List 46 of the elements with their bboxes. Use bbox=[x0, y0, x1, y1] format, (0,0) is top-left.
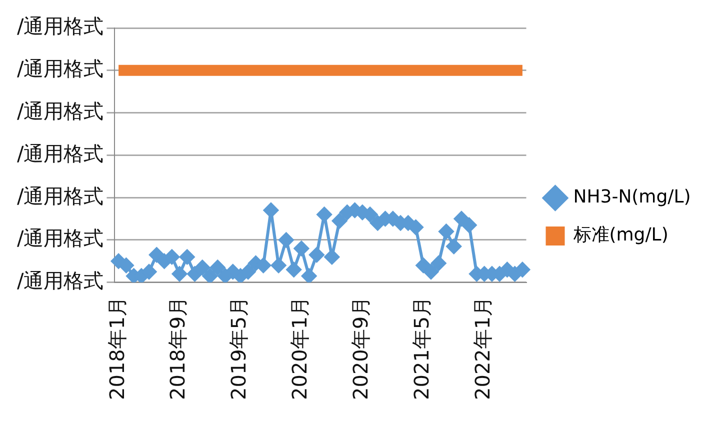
x-tick-label: 2021年5月 bbox=[410, 296, 434, 400]
point bbox=[278, 232, 294, 248]
point bbox=[324, 249, 340, 264]
text: /通用格式 bbox=[16, 184, 104, 208]
legend-label: 标准(mg/L) bbox=[572, 224, 668, 246]
point bbox=[416, 258, 431, 273]
x-tick-label: 2020年1月 bbox=[288, 296, 312, 400]
point bbox=[187, 266, 202, 282]
point bbox=[438, 224, 454, 239]
point bbox=[180, 249, 195, 264]
x-tick-label: 2019年5月 bbox=[226, 296, 251, 400]
point bbox=[149, 247, 164, 262]
point bbox=[194, 260, 210, 276]
point bbox=[423, 264, 438, 280]
text: /通用格式 bbox=[16, 141, 104, 166]
legend-label: NH3-N(mg/L) bbox=[573, 186, 691, 208]
point bbox=[202, 268, 218, 282]
text: /通用格式 bbox=[16, 56, 104, 81]
point bbox=[309, 247, 324, 262]
point bbox=[210, 260, 226, 276]
point bbox=[302, 268, 317, 282]
point bbox=[514, 262, 530, 278]
point bbox=[263, 202, 278, 218]
point bbox=[164, 249, 180, 264]
point bbox=[172, 266, 188, 282]
point bbox=[454, 211, 469, 226]
x-tick-label: 2018年1月 bbox=[104, 296, 129, 400]
point bbox=[462, 218, 477, 233]
point bbox=[240, 264, 256, 280]
text: /通用格式 bbox=[16, 268, 104, 293]
point bbox=[316, 207, 332, 222]
point bbox=[142, 264, 157, 280]
text: /通用格式 bbox=[16, 14, 104, 38]
point bbox=[332, 213, 348, 228]
point bbox=[286, 262, 302, 278]
point bbox=[118, 258, 134, 273]
x-tick-label: 2018年9月 bbox=[166, 296, 190, 400]
text: /通用格式 bbox=[16, 226, 104, 250]
point bbox=[271, 258, 286, 273]
x-tick-label: 2022年1月 bbox=[470, 296, 495, 400]
point bbox=[431, 256, 446, 271]
point bbox=[294, 240, 309, 256]
text: /通用格式 bbox=[16, 98, 104, 123]
x-tick-label: 2020年9月 bbox=[348, 296, 373, 400]
point bbox=[408, 220, 424, 235]
point bbox=[446, 238, 462, 254]
